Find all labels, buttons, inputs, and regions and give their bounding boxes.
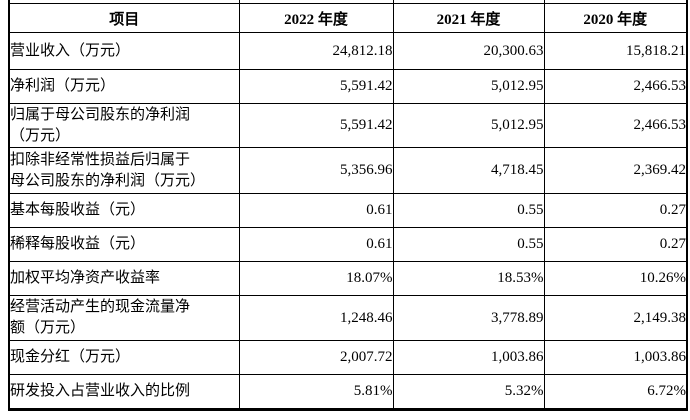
row-label: 归属于母公司股东的净利润 （万元） xyxy=(8,103,240,148)
row-label: 现金分红（万元） xyxy=(8,340,240,375)
column-header-2022: 2022 年度 xyxy=(238,3,394,33)
row-label: 基本每股收益（元） xyxy=(8,193,240,228)
cell-value: 6.72% xyxy=(543,374,688,410)
cell-value: 2,466.53 xyxy=(543,103,688,148)
cell-value: 18.53% xyxy=(392,261,545,296)
cell-value: 0.61 xyxy=(238,193,394,228)
table-row: 稀释每股收益（元） 0.61 0.55 0.27 xyxy=(8,227,688,262)
cell-value: 5,012.95 xyxy=(392,103,545,148)
cell-value: 0.27 xyxy=(543,227,688,262)
column-header-2020: 2020 年度 xyxy=(543,3,688,33)
cell-value: 3,778.89 xyxy=(392,295,545,341)
cell-value: 10.26% xyxy=(543,261,688,296)
table-row: 扣除非经常性损益后归属于 母公司股东的净利润（万元） 5,356.96 4,71… xyxy=(8,147,688,194)
row-label: 营业收入（万元） xyxy=(8,32,240,70)
cell-value: 1,248.46 xyxy=(238,295,394,341)
row-label: 稀释每股收益（元） xyxy=(8,227,240,262)
cell-value: 2,466.53 xyxy=(543,69,688,104)
cell-value: 5.81% xyxy=(238,374,394,410)
cell-value: 5,591.42 xyxy=(238,103,394,148)
cell-value: 1,003.86 xyxy=(543,340,688,375)
table-row: 营业收入（万元） 24,812.18 20,300.63 15,818.21 xyxy=(8,32,688,70)
cell-value: 2,369.42 xyxy=(543,147,688,194)
row-label: 研发投入占营业收入的比例 xyxy=(8,374,240,410)
cell-value: 5,012.95 xyxy=(392,69,545,104)
table-row: 研发投入占营业收入的比例 5.81% 5.32% 6.72% xyxy=(8,374,688,410)
cell-value: 0.27 xyxy=(543,193,688,228)
table-row: 现金分红（万元） 2,007.72 1,003.86 1,003.86 xyxy=(8,340,688,375)
cell-value: 2,149.38 xyxy=(543,295,688,341)
table-row: 净利润（万元） 5,591.42 5,012.95 2,466.53 xyxy=(8,69,688,104)
row-label: 扣除非经常性损益后归属于 母公司股东的净利润（万元） xyxy=(8,147,240,194)
cell-value: 24,812.18 xyxy=(238,32,394,70)
cell-value: 0.61 xyxy=(238,227,394,262)
row-label: 净利润（万元） xyxy=(8,69,240,104)
cell-value: 2,007.72 xyxy=(238,340,394,375)
table-row: 经营活动产生的现金流量净 额（万元） 1,248.46 3,778.89 2,1… xyxy=(8,295,688,341)
cell-value: 18.07% xyxy=(238,261,394,296)
column-header-2021: 2021 年度 xyxy=(392,3,545,33)
table-row: 加权平均净资产收益率 18.07% 18.53% 10.26% xyxy=(8,261,688,296)
cell-value: 4,718.45 xyxy=(392,147,545,194)
table-row: 归属于母公司股东的净利润 （万元） 5,591.42 5,012.95 2,46… xyxy=(8,103,688,148)
cell-value: 5.32% xyxy=(392,374,545,410)
cell-value: 0.55 xyxy=(392,227,545,262)
cell-value: 20,300.63 xyxy=(392,32,545,70)
cell-value: 15,818.21 xyxy=(543,32,688,70)
row-label: 经营活动产生的现金流量净 额（万元） xyxy=(8,295,240,341)
financial-summary-table: 项目 2022 年度 2021 年度 2020 年度 营业收入（万元） 24,8… xyxy=(8,0,688,411)
row-label: 加权平均净资产收益率 xyxy=(8,261,240,296)
table-header-row: 项目 2022 年度 2021 年度 2020 年度 xyxy=(8,3,688,33)
cell-value: 5,591.42 xyxy=(238,69,394,104)
cell-value: 1,003.86 xyxy=(392,340,545,375)
cell-value: 5,356.96 xyxy=(238,147,394,194)
column-header-item: 项目 xyxy=(8,3,240,33)
table-row: 基本每股收益（元） 0.61 0.55 0.27 xyxy=(8,193,688,228)
cell-value: 0.55 xyxy=(392,193,545,228)
